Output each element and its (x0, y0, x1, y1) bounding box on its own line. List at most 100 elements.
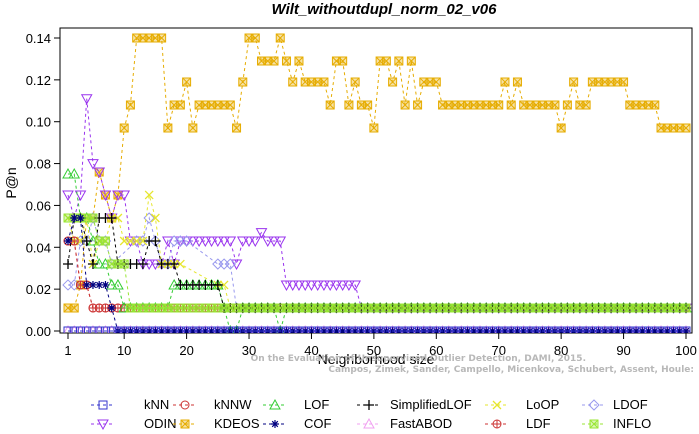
series-line-cof (67, 217, 686, 332)
legend-marker (363, 417, 375, 429)
data-point-cof (488, 327, 497, 333)
data-point-cof (457, 327, 466, 333)
data-point-odin (255, 228, 268, 239)
data-point-knn (319, 326, 329, 333)
data-point-simplifiedlof (81, 236, 92, 247)
data-point-cof (451, 327, 460, 333)
data-point-knn (356, 326, 366, 333)
data-point-ldof (224, 258, 237, 270)
legend-label: LoOP (526, 397, 559, 412)
x-tick-label: 60 (429, 343, 443, 358)
data-point-loop (150, 213, 160, 223)
legend-marker (98, 400, 108, 410)
data-point-knn (232, 326, 242, 333)
legend-item-lof: LOF (263, 397, 329, 412)
y-tick-label: 0.14 (26, 31, 51, 46)
y-tick-label: 0.08 (26, 157, 51, 172)
data-point-knn (331, 326, 341, 333)
data-point-simplifiedlof (106, 212, 117, 223)
series-cof (64, 213, 690, 333)
data-point-knn (656, 326, 666, 333)
data-point-kdeos (250, 33, 260, 43)
data-point-kdeos (363, 100, 373, 110)
legend-marker (180, 400, 190, 410)
data-point-knn (481, 326, 491, 333)
credit-text: Campos, Zimek, Sander, Campello, Micenko… (251, 354, 694, 375)
series-inflo (63, 213, 691, 313)
data-point-knn (306, 326, 316, 333)
legend-label: KDEOS (214, 416, 260, 431)
data-point-knn (125, 326, 135, 333)
data-point-loop (113, 213, 123, 223)
data-point-knn (150, 326, 160, 333)
data-point-cof (369, 327, 378, 333)
data-point-knn (213, 326, 223, 333)
data-point-odin (249, 236, 262, 248)
data-point-knn (631, 326, 641, 333)
data-point-kdeos (119, 123, 129, 133)
data-point-kdeos (182, 77, 192, 87)
data-point-inflo (100, 236, 110, 246)
data-point-cof (76, 213, 85, 222)
data-point-simplifiedlof (150, 236, 161, 247)
data-point-cof (182, 327, 191, 333)
data-point-cof (469, 327, 478, 333)
legend-item-simplifiedlof: SimplifiedLOF (357, 397, 472, 412)
data-point-inflo (119, 259, 129, 269)
data-point-ldof (180, 235, 193, 247)
x-tick-label: 50 (367, 343, 381, 358)
legend: kNN kNNW LOF SimplifiedLOF LoOP LDOF ODIN KDEOS… (91, 397, 651, 431)
data-point-knn (275, 326, 285, 333)
x-tick-label: 1 (64, 343, 71, 358)
data-point-ldof (99, 235, 112, 247)
data-point-cof (619, 327, 628, 333)
x-tick-label: 10 (117, 343, 131, 358)
legend-label: FastABOD (390, 416, 452, 431)
data-point-knn (625, 326, 635, 333)
data-point-odin (174, 236, 187, 248)
data-point-knn (257, 326, 267, 333)
credit-line-2: On the Evaluation of Unsupervised Outlie… (251, 354, 586, 364)
data-point-kdeos (550, 100, 560, 110)
x-tick-label: 30 (242, 343, 256, 358)
data-point-cof (669, 327, 678, 333)
data-point-cof (507, 327, 516, 333)
data-point-odin (80, 94, 93, 105)
data-point-knn (675, 326, 685, 333)
data-point-loop (219, 280, 229, 290)
legend-label: kNN (144, 397, 169, 412)
data-point-kdeos (175, 100, 185, 110)
x-tick-label: 80 (554, 343, 568, 358)
y-axis: 0.00 0.02 0.04 0.06 0.08 0.10 0.12 0.14 (26, 31, 60, 339)
data-point-cof (613, 327, 622, 333)
data-point-knn (288, 326, 298, 333)
data-point-odin (336, 280, 349, 291)
data-point-knn (388, 326, 398, 333)
data-point-knn (600, 326, 610, 333)
y-tick-label: 0.00 (26, 324, 51, 339)
legend-label: INFLO (613, 416, 651, 431)
data-point-cof (644, 327, 653, 333)
data-point-knn (300, 326, 310, 333)
data-point-cof (101, 280, 110, 289)
data-point-loop (175, 259, 185, 269)
data-point-knn (681, 326, 691, 333)
legend-item-loop: LoOP (485, 397, 559, 412)
data-point-kdeos (163, 123, 173, 133)
data-point-kdeos (581, 100, 591, 110)
data-point-kdeos (381, 56, 391, 66)
plot-frame (59, 27, 693, 334)
data-point-knn (550, 326, 560, 333)
data-point-lof (68, 168, 81, 179)
data-point-knn (175, 326, 185, 333)
data-point-knn (350, 326, 360, 333)
data-point-odin (261, 236, 274, 248)
data-point-cof (494, 327, 503, 333)
data-point-ldof (87, 212, 99, 224)
data-point-kdeos (413, 100, 423, 110)
data-point-cof (638, 327, 647, 333)
data-point-kdeos (350, 77, 360, 87)
data-point-knn (594, 326, 604, 333)
data-point-knn (612, 326, 622, 333)
